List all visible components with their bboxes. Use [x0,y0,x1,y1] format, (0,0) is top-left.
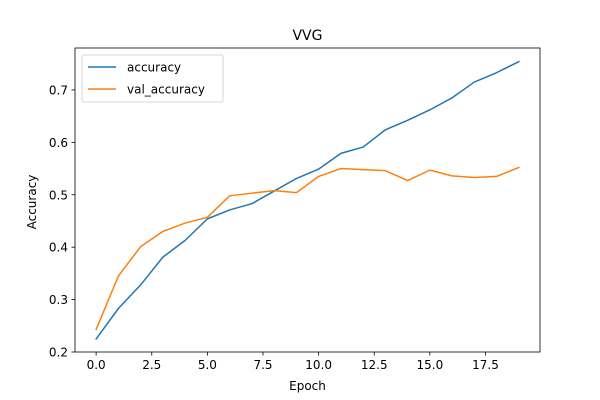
y-tick-label: 0.7 [49,83,68,97]
x-tick-label: 2.5 [142,358,161,372]
legend: accuracy val_accuracy [81,54,224,103]
x-tick-label: 5.0 [198,358,217,372]
chart-title: VVG [292,28,322,44]
y-axis-label: Accuracy [25,175,39,230]
axes-frame [74,47,541,353]
legend-box [81,54,224,103]
y-tick-label: 0.2 [49,346,68,360]
x-tick-label: 17.5 [472,358,499,372]
x-axis-label: Epoch [289,379,326,393]
x-tick-label: 0.0 [87,358,106,372]
y-tick-label: 0.4 [49,241,68,255]
x-tick-label: 7.5 [253,358,272,372]
x-tick-label: 10.0 [305,358,332,372]
y-tick-label: 0.3 [49,293,68,307]
y-tick-label: 0.6 [49,136,68,150]
legend-label-val-accuracy: val_accuracy [127,83,205,97]
plot-area: 0.0 2.5 5.0 7.5 10.0 12.5 15.0 17.5 0.2 0.3 0.4 0.5… [49,47,541,372]
series-line-accuracy [95,60,520,340]
x-tick-label: 12.5 [361,358,388,372]
legend-label-accuracy: accuracy [127,61,181,75]
x-tick-label: 15.0 [417,358,444,372]
y-tick-label: 0.5 [49,188,68,202]
series-line-val-accuracy [95,166,520,331]
